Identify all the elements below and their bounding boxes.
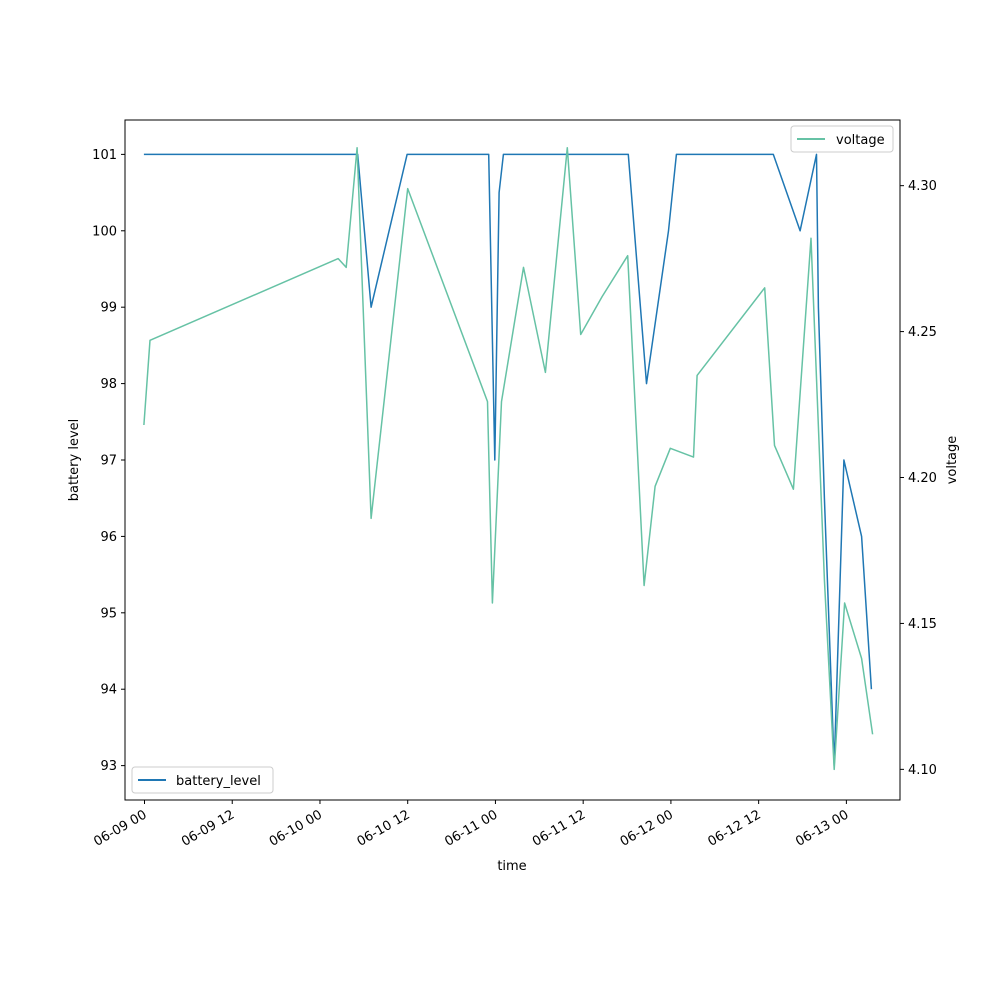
series-line-battery-level [143, 153, 873, 767]
right-axis-ticks: 4.10 4.15 4.20 4.25 4.30 [900, 179, 937, 778]
right-tick-label: 4.25 [908, 325, 937, 340]
plot-area [125, 120, 900, 800]
right-tick-label: 4.15 [908, 617, 937, 632]
series-line-voltage [143, 146, 874, 771]
left-tick-label: 100 [92, 224, 117, 239]
legend-box [131, 766, 274, 794]
x-axis-label: time [497, 859, 526, 874]
right-tick-label: 4.10 [908, 763, 937, 778]
legend-label-voltage: voltage [836, 133, 885, 148]
left-tick-label: 98 [100, 377, 117, 392]
legend-box [790, 125, 894, 153]
left-axis-ticks: 93 94 95 96 97 98 99 100 101 [92, 148, 125, 774]
left-tick-label: 101 [92, 148, 117, 163]
left-tick-label: 93 [100, 759, 117, 774]
left-tick-label: 99 [100, 301, 117, 316]
right-axis-label: voltage [945, 436, 960, 485]
right-tick-label: 4.20 [908, 471, 937, 486]
plot-frame [124, 119, 901, 801]
left-axis-label: battery level [67, 419, 82, 502]
left-tick-label: 95 [100, 606, 117, 621]
left-tick-label: 96 [100, 530, 117, 545]
legend-label-battery-level: battery_level [176, 774, 261, 789]
right-tick-label: 4.30 [908, 179, 937, 194]
legend-battery-level: battery_level [131, 766, 274, 794]
legend-voltage: voltage [790, 125, 894, 153]
left-tick-label: 97 [100, 454, 117, 469]
left-tick-label: 94 [100, 683, 117, 698]
